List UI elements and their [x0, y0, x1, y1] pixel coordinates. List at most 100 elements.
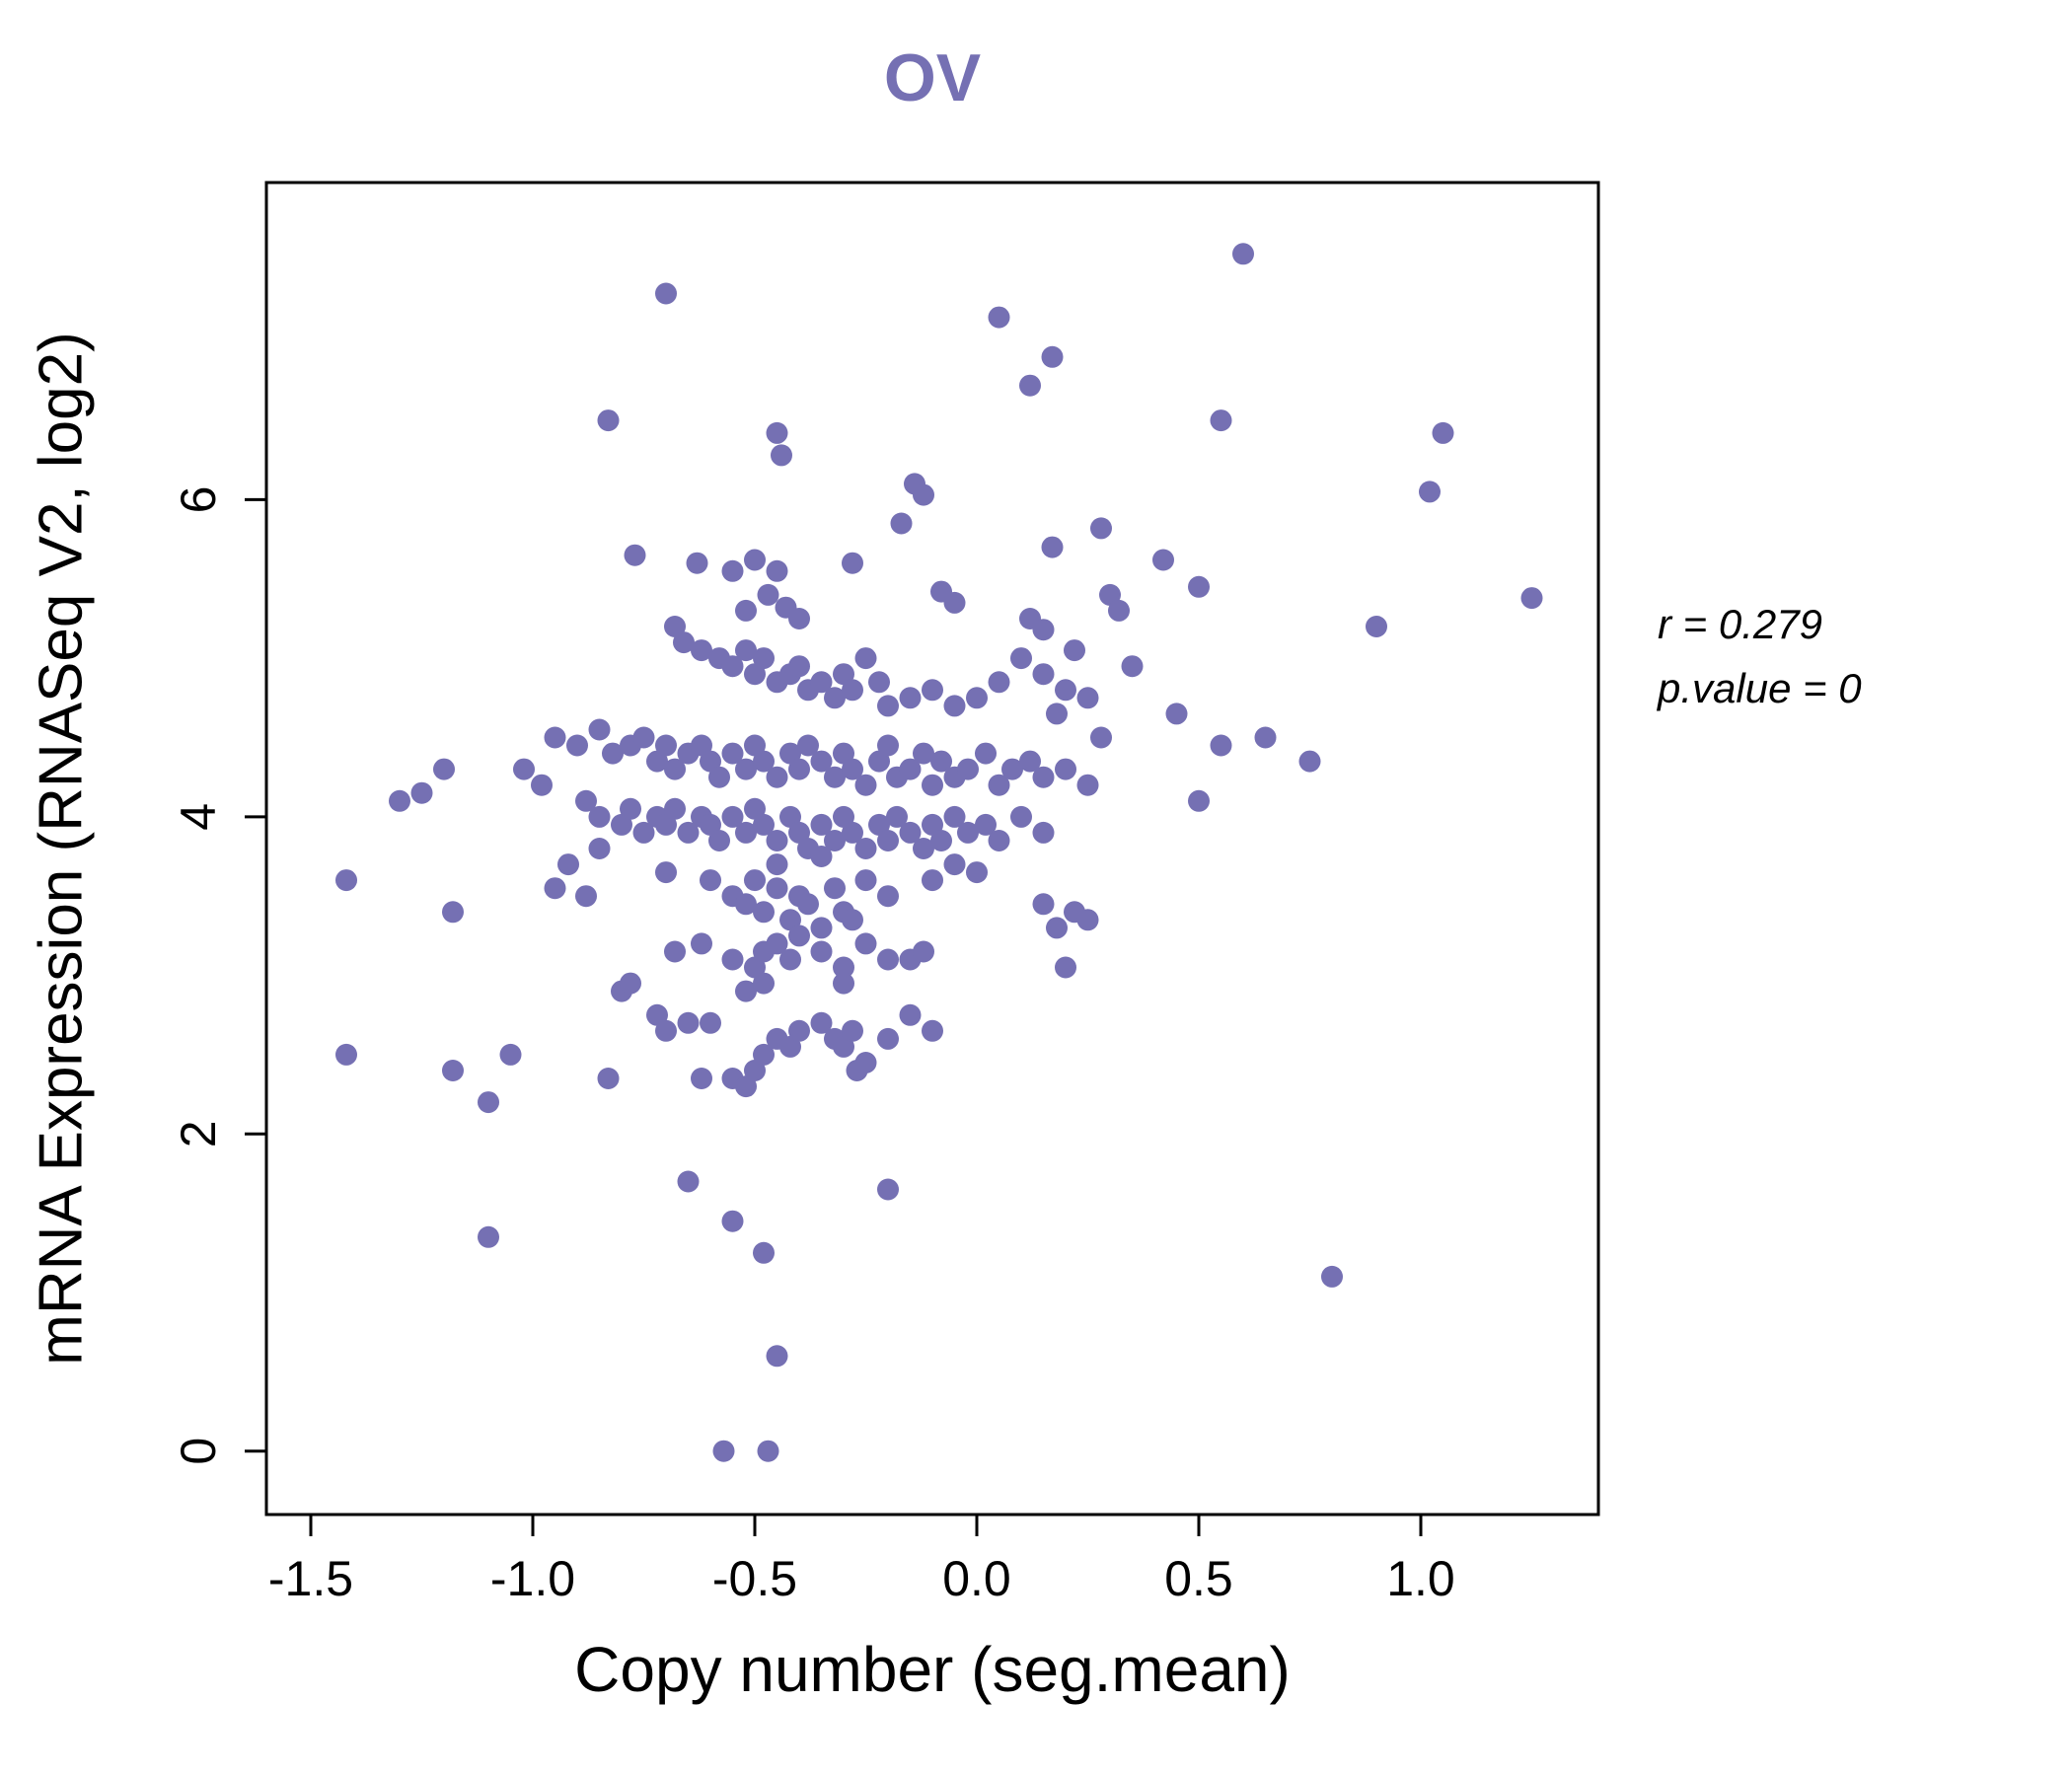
data-point [886, 805, 908, 828]
correlation-annotation: r = 0.279 p.value = 0 [1658, 592, 1862, 720]
data-point [797, 734, 819, 757]
data-point [922, 679, 943, 702]
data-point [1099, 583, 1121, 606]
data-point [1188, 575, 1210, 598]
data-point [735, 599, 757, 622]
data-point [664, 797, 686, 820]
data-point [410, 781, 433, 804]
data-point [842, 758, 863, 780]
data-point [810, 671, 833, 694]
annotation-p-value: p.value = 0 [1658, 665, 1862, 712]
data-point [1041, 536, 1064, 558]
data-point [744, 956, 766, 979]
data-point [975, 742, 997, 765]
data-point [624, 544, 646, 566]
data-point [988, 671, 1010, 694]
data-point [735, 758, 757, 780]
data-point [721, 805, 744, 828]
data-point [1019, 750, 1041, 773]
data-point [1152, 549, 1174, 571]
data-point [700, 750, 721, 773]
data-point [700, 869, 721, 892]
data-point [833, 663, 854, 686]
data-point [943, 853, 966, 876]
data-point [664, 940, 686, 963]
data-point [721, 1210, 744, 1232]
data-point [943, 591, 966, 614]
data-point [691, 1068, 712, 1089]
x-tick-label: -0.5 [712, 1551, 797, 1606]
data-point [890, 512, 913, 535]
data-point [810, 750, 833, 773]
data-point [833, 1035, 854, 1058]
data-point [810, 917, 833, 939]
data-point [877, 1178, 899, 1201]
data-point [913, 838, 934, 859]
data-point [842, 821, 863, 844]
data-point [966, 861, 988, 884]
data-point [1076, 774, 1099, 796]
data-point [744, 797, 766, 820]
data-point [842, 679, 863, 702]
data-point [810, 846, 833, 867]
data-point [664, 616, 686, 637]
data-point [721, 948, 744, 971]
x-tick-label: -1.0 [490, 1551, 575, 1606]
data-point [766, 766, 788, 788]
data-point [854, 838, 877, 859]
data-point [708, 766, 730, 788]
data-point [757, 583, 779, 606]
data-point [1366, 616, 1387, 637]
data-point [766, 830, 788, 851]
data-point [779, 742, 801, 765]
data-point [922, 813, 943, 836]
data-point [1064, 639, 1085, 662]
data-point [877, 734, 899, 757]
data-point [700, 1011, 721, 1034]
data-point [842, 552, 863, 574]
data-point [611, 813, 632, 836]
data-point [810, 1011, 833, 1034]
data-point [943, 695, 966, 717]
data-point [1210, 734, 1232, 757]
data-point [788, 1019, 810, 1042]
y-axis-label: mRNA Expression (RNASeq V2, log2) [27, 332, 96, 1366]
data-point [389, 789, 410, 812]
data-point [691, 734, 712, 757]
data-point [655, 1019, 677, 1042]
data-point [655, 734, 677, 757]
data-point [753, 1241, 775, 1264]
data-point [632, 821, 655, 844]
y-tick-label: 4 [171, 803, 226, 831]
data-point [646, 750, 668, 773]
data-point [913, 940, 934, 963]
data-point [753, 750, 775, 773]
data-point [499, 1043, 522, 1066]
data-point [913, 742, 934, 765]
data-point [1046, 917, 1068, 939]
data-point [1076, 687, 1099, 709]
data-point [664, 758, 686, 780]
data-point [632, 726, 655, 749]
data-point [1032, 663, 1055, 686]
data-point [824, 687, 846, 709]
data-point [833, 956, 854, 979]
chart-title: OV [883, 40, 982, 115]
data-point [779, 948, 801, 971]
data-point [899, 1003, 922, 1026]
data-point [735, 1075, 757, 1098]
data-point [1520, 587, 1543, 610]
scatter-plot: -1.5 -1.0 -0.5 0.0 0.5 1.0 0 2 4 6 [171, 181, 1600, 1606]
data-point [478, 1091, 499, 1114]
data-point [779, 909, 801, 931]
data-point [566, 734, 588, 757]
data-point [753, 647, 775, 670]
data-point [677, 1011, 700, 1034]
data-point [478, 1225, 499, 1248]
data-point [588, 718, 611, 741]
data-point [1090, 726, 1112, 749]
data-point [1032, 821, 1055, 844]
data-point [744, 734, 766, 757]
data-point [602, 742, 624, 765]
data-point [1165, 703, 1188, 725]
